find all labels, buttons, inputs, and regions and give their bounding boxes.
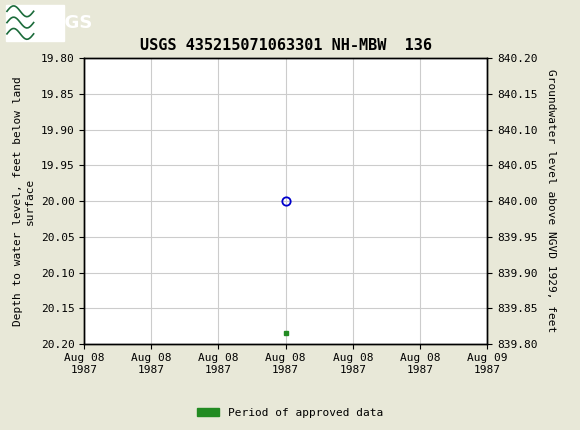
Title: USGS 435215071063301 NH-MBW  136: USGS 435215071063301 NH-MBW 136: [140, 38, 432, 53]
Y-axis label: Depth to water level, feet below land
surface: Depth to water level, feet below land su…: [13, 76, 35, 326]
Text: USGS: USGS: [38, 14, 93, 31]
Y-axis label: Groundwater level above NGVD 1929, feet: Groundwater level above NGVD 1929, feet: [546, 69, 556, 333]
FancyBboxPatch shape: [6, 4, 64, 41]
Legend: Period of approved data: Period of approved data: [193, 403, 387, 422]
